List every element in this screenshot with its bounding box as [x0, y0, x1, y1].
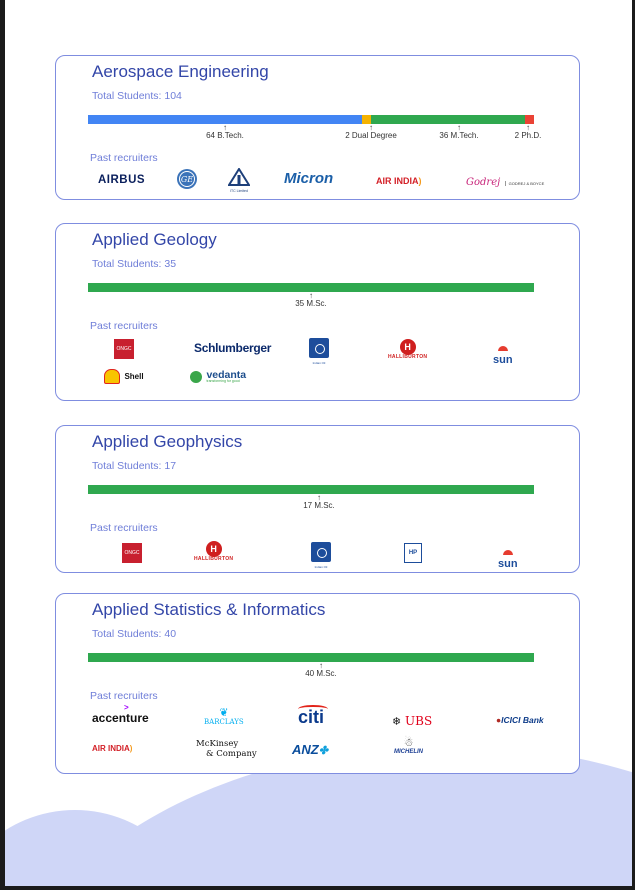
schlumberger-logo: Schlumberger [194, 341, 272, 355]
total-students: Total Students: 17 [92, 460, 177, 472]
bar-label-msc: ↑ 40 M.Sc. [305, 661, 337, 679]
past-recruiters-label: Past recruiters [90, 690, 158, 702]
itc-logo: ITC Limited [227, 167, 251, 194]
brochure-page: Aerospace Engineering Total Students: 10… [5, 0, 632, 886]
sun-logo: sun [498, 543, 518, 570]
past-recruiters-label: Past recruiters [90, 320, 158, 332]
sun-logo: sun [493, 339, 513, 366]
anz-logo: ANZ✤ [292, 742, 328, 757]
air-india-logo: AIR INDIA) [92, 744, 133, 753]
past-recruiters-label: Past recruiters [90, 152, 158, 164]
ongc-logo: ONGC [114, 338, 134, 359]
past-recruiters-label: Past recruiters [90, 522, 158, 534]
bar-label-msc: ↑ 17 M.Sc. [303, 493, 335, 511]
program-card-geophysics: Applied Geophysics Total Students: 17 ↑ 1… [55, 425, 580, 573]
bar-label-phd: ↑ 2 Ph.D. [514, 123, 542, 141]
students-bar [88, 653, 534, 662]
mckinsey-logo: McKinsey & Company [196, 739, 257, 759]
program-card-statistics: Applied Statistics & Informatics Total S… [55, 593, 580, 774]
svg-text:GE: GE [181, 175, 193, 184]
ge-logo: GE [176, 168, 198, 194]
bar-label-btech: ↑ 64 B.Tech. [206, 123, 244, 141]
bar-segment-phd [525, 115, 534, 124]
students-bar [88, 485, 534, 494]
bar-label-msc: ↑ 35 M.Sc. [295, 291, 327, 309]
barclays-logo: ❦ BARCLAYS [204, 707, 244, 726]
bar-segment-msc [88, 485, 534, 494]
bar-label-dual: ↑ 2 Dual Degree [345, 123, 397, 141]
accenture-logo: > accenture [92, 703, 149, 725]
halliburton-logo: H HALLIBURTON [194, 540, 233, 562]
program-title: Aerospace Engineering [92, 62, 269, 81]
indian-oil-logo: Indian Oil [311, 542, 331, 569]
program-card-geology: Applied Geology Total Students: 35 ↑ 35 M… [55, 223, 580, 401]
program-title: Applied Statistics & Informatics [92, 600, 326, 619]
icici-logo: ●ICICI Bank [496, 715, 544, 725]
program-card-aerospace: Aerospace Engineering Total Students: 10… [55, 55, 580, 200]
halliburton-logo: H HALLIBURTON [388, 338, 427, 360]
bar-segment-btech [88, 115, 363, 124]
ubs-logo: ❄ UBS [392, 714, 433, 728]
ongc-logo: ONGC [122, 542, 142, 563]
total-students: Total Students: 104 [92, 90, 182, 102]
citi-logo: citi [298, 705, 328, 726]
program-title: Applied Geophysics [92, 432, 243, 451]
bar-segment-msc [88, 283, 534, 292]
bar-segment-dual [362, 115, 372, 124]
program-title: Applied Geology [92, 230, 217, 249]
shell-logo: Shell [104, 369, 144, 385]
indian-oil-logo: Indian Oil [309, 338, 329, 365]
students-bar [88, 283, 534, 292]
students-bar [88, 115, 534, 124]
micron-logo: Micron [284, 170, 334, 187]
michelin-logo: ☃ MICHELIN [394, 737, 423, 756]
hpcl-logo: HP [404, 542, 422, 563]
airbus-logo: AIRBUS [98, 174, 146, 186]
godrej-logo: Godrej GODREJ & BOYCE [466, 177, 545, 188]
bar-label-mtech: ↑ 36 M.Tech. [439, 123, 479, 141]
vedanta-logo: vedanta transforming for good [190, 369, 246, 385]
bar-segment-msc [88, 653, 534, 662]
total-students: Total Students: 40 [92, 628, 177, 640]
total-students: Total Students: 35 [92, 258, 177, 270]
air-india-logo: AIR INDIA) [376, 176, 422, 186]
bar-segment-mtech [371, 115, 526, 124]
